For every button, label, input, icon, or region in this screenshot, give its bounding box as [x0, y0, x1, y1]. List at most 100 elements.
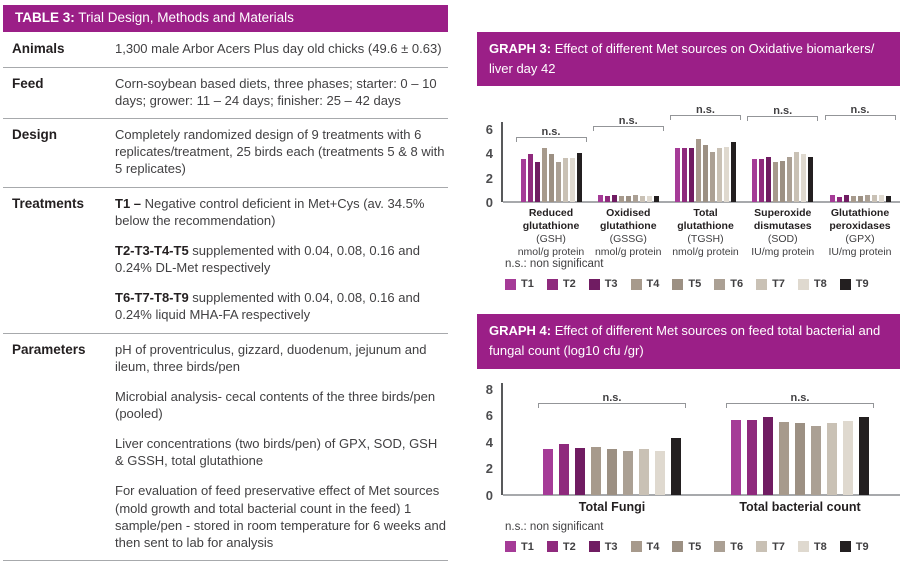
- bar-t8: [801, 154, 807, 203]
- group-sub-0: (TGSH): [687, 232, 724, 245]
- table3-title: Trial Design, Methods and Materials: [74, 10, 294, 25]
- row-label: Parameters: [12, 341, 86, 357]
- bar-t8: [655, 450, 665, 495]
- legend-label-t9: T9: [855, 540, 869, 553]
- y-axis-tick-4: 4: [485, 146, 493, 162]
- bar-t2: [747, 419, 757, 495]
- ns-bracket: n.s.: [824, 104, 896, 121]
- table-row: Design Completely randomized design of 9 …: [3, 118, 448, 186]
- legend-swatch-t6: [714, 278, 726, 290]
- table3-title-prefix: TABLE 3:: [15, 10, 75, 25]
- row-paragraph: T2-T3-T4-T5 supplemented with 0.04, 0.08…: [115, 242, 420, 276]
- ns-label: n.s.: [618, 115, 638, 128]
- bar-t6: [555, 162, 561, 203]
- bar-t8: [878, 195, 884, 203]
- group-name: Total Fungi: [578, 499, 646, 514]
- row-value: pH of proventriculus, gizzard, duodenum,…: [115, 341, 448, 552]
- graph4-title-prefix: GRAPH 4:: [489, 323, 552, 339]
- graph4-y-axis: 0 2 4 6 8: [477, 381, 503, 503]
- legend-item-t9: T9: [839, 278, 869, 290]
- legend-swatch-t7: [756, 541, 768, 553]
- bar-t7: [562, 158, 568, 203]
- legend-label-t4: T4: [646, 540, 660, 553]
- group-sub-1: nmol/g protein: [672, 245, 739, 258]
- bar-t9: [731, 142, 736, 203]
- legend-item-t6: T6: [714, 541, 743, 553]
- group-label: Superoxide dismutases (SOD) IU/mg protein: [745, 202, 821, 257]
- bar-t3: [766, 157, 772, 203]
- ns-bracket: n.s.: [515, 126, 587, 143]
- legend-label-t1: T1: [521, 278, 534, 291]
- group-label: Total bacterial count: [720, 495, 880, 515]
- legend-swatch-t8: [797, 278, 809, 290]
- table-row: Feed Corn-soybean based diets, three phas…: [3, 66, 448, 118]
- legend-item-t7: T7: [756, 278, 785, 290]
- legend-swatch-t4: [630, 278, 642, 290]
- bar-t1: [752, 159, 758, 203]
- group-name: Reduced glutathione: [522, 207, 580, 233]
- bar-t5: [607, 448, 617, 495]
- legend-label-t2: T2: [562, 540, 576, 553]
- legend-item-t3: T3: [588, 278, 618, 290]
- legend-item-t7: T7: [756, 541, 785, 553]
- legend-item-t9: T9: [839, 540, 869, 553]
- legend-label-t5: T5: [688, 278, 702, 291]
- bar-group: n.s. Total Fungi: [532, 389, 692, 515]
- graph3-header: GRAPH 3: Effect of different Met sources…: [477, 32, 900, 87]
- bar-group: n.s. Oxidised glutathione (GSSG) nmol/g pro…: [590, 115, 666, 258]
- group-label: Oxidised glutathione (GSSG) nmol/g protein: [590, 202, 666, 257]
- bar-t9: [808, 157, 814, 203]
- legend-item-t4: T4: [630, 540, 660, 553]
- row-value: T1 – Negative control deficient in Met+C…: [115, 195, 448, 324]
- row-label: Animals: [12, 41, 65, 57]
- graph3-x-axis-line: [503, 201, 900, 204]
- bar-t2: [759, 159, 765, 203]
- group-sub-1: nmol/g protein: [517, 245, 585, 258]
- bar-t5: [703, 145, 708, 203]
- graph4-plot: n.s. Total Fungi n.s. Total bacterial count: [503, 389, 900, 515]
- bar-t6: [710, 152, 715, 203]
- bar-t8: [843, 420, 853, 495]
- bar-group: n.s. Superoxide dismutases (SOD) IU/mg prot…: [745, 105, 821, 258]
- graph4-legend: T1 T2 T3 T4 T5 T6 T7 T8 T9: [505, 541, 900, 553]
- legend-item-t5: T5: [672, 278, 701, 290]
- group-name: Superoxide dismutases: [753, 207, 812, 233]
- table-row: Duration1 – 42 days old: [3, 560, 448, 571]
- graph4-header: GRAPH 4: Effect of different Met sources…: [477, 314, 900, 369]
- bar-t9: [859, 416, 869, 495]
- bar-t5: [857, 196, 863, 203]
- group-name: Total glutathione: [677, 207, 734, 233]
- bar-t6: [811, 425, 821, 495]
- y-axis-tick-8: 8: [485, 381, 493, 397]
- group-sub-0: (GSSG): [609, 232, 647, 245]
- bar-t4: [541, 148, 547, 203]
- bar-t4: [618, 196, 624, 203]
- legend-item-t5: T5: [672, 541, 701, 553]
- bar-t3: [611, 195, 617, 203]
- ns-label: n.s.: [850, 104, 870, 117]
- group-sub-0: (SOD): [767, 232, 798, 245]
- row-label: Design: [12, 127, 58, 143]
- ns-bracket: n.s.: [670, 104, 741, 121]
- graph4-panel: GRAPH 4: Effect of different Met sources…: [477, 314, 900, 553]
- legend-swatch-t3: [588, 541, 600, 553]
- legend-item-t4: T4: [630, 278, 659, 290]
- table-row: Parameters pH of proventriculus, gizzard,…: [3, 332, 448, 561]
- row-paragraph-bold: T6-T7-T8-T9: [115, 290, 189, 306]
- bar-t4: [850, 196, 856, 203]
- legend-swatch-t1: [505, 541, 516, 553]
- bar-t2: [604, 196, 610, 203]
- legend-label-t7: T7: [772, 540, 785, 553]
- group-sub-0: (GSH): [536, 232, 566, 245]
- row-paragraph: T1 – Negative control deficient in Met+C…: [115, 195, 425, 228]
- table-row: Animals 1,300 male Arbor Acers Plus day o…: [3, 32, 448, 67]
- bar-t2: [559, 443, 569, 495]
- legend-swatch-t2: [546, 278, 558, 290]
- ns-bracket: n.s.: [747, 105, 819, 122]
- row-label: Feed: [12, 75, 44, 91]
- bar-t5: [625, 196, 631, 203]
- row-value: Corn-soybean based diets, three phases; …: [115, 75, 448, 109]
- y-axis-tick-0: 0: [485, 195, 493, 211]
- bar-t1: [520, 159, 526, 203]
